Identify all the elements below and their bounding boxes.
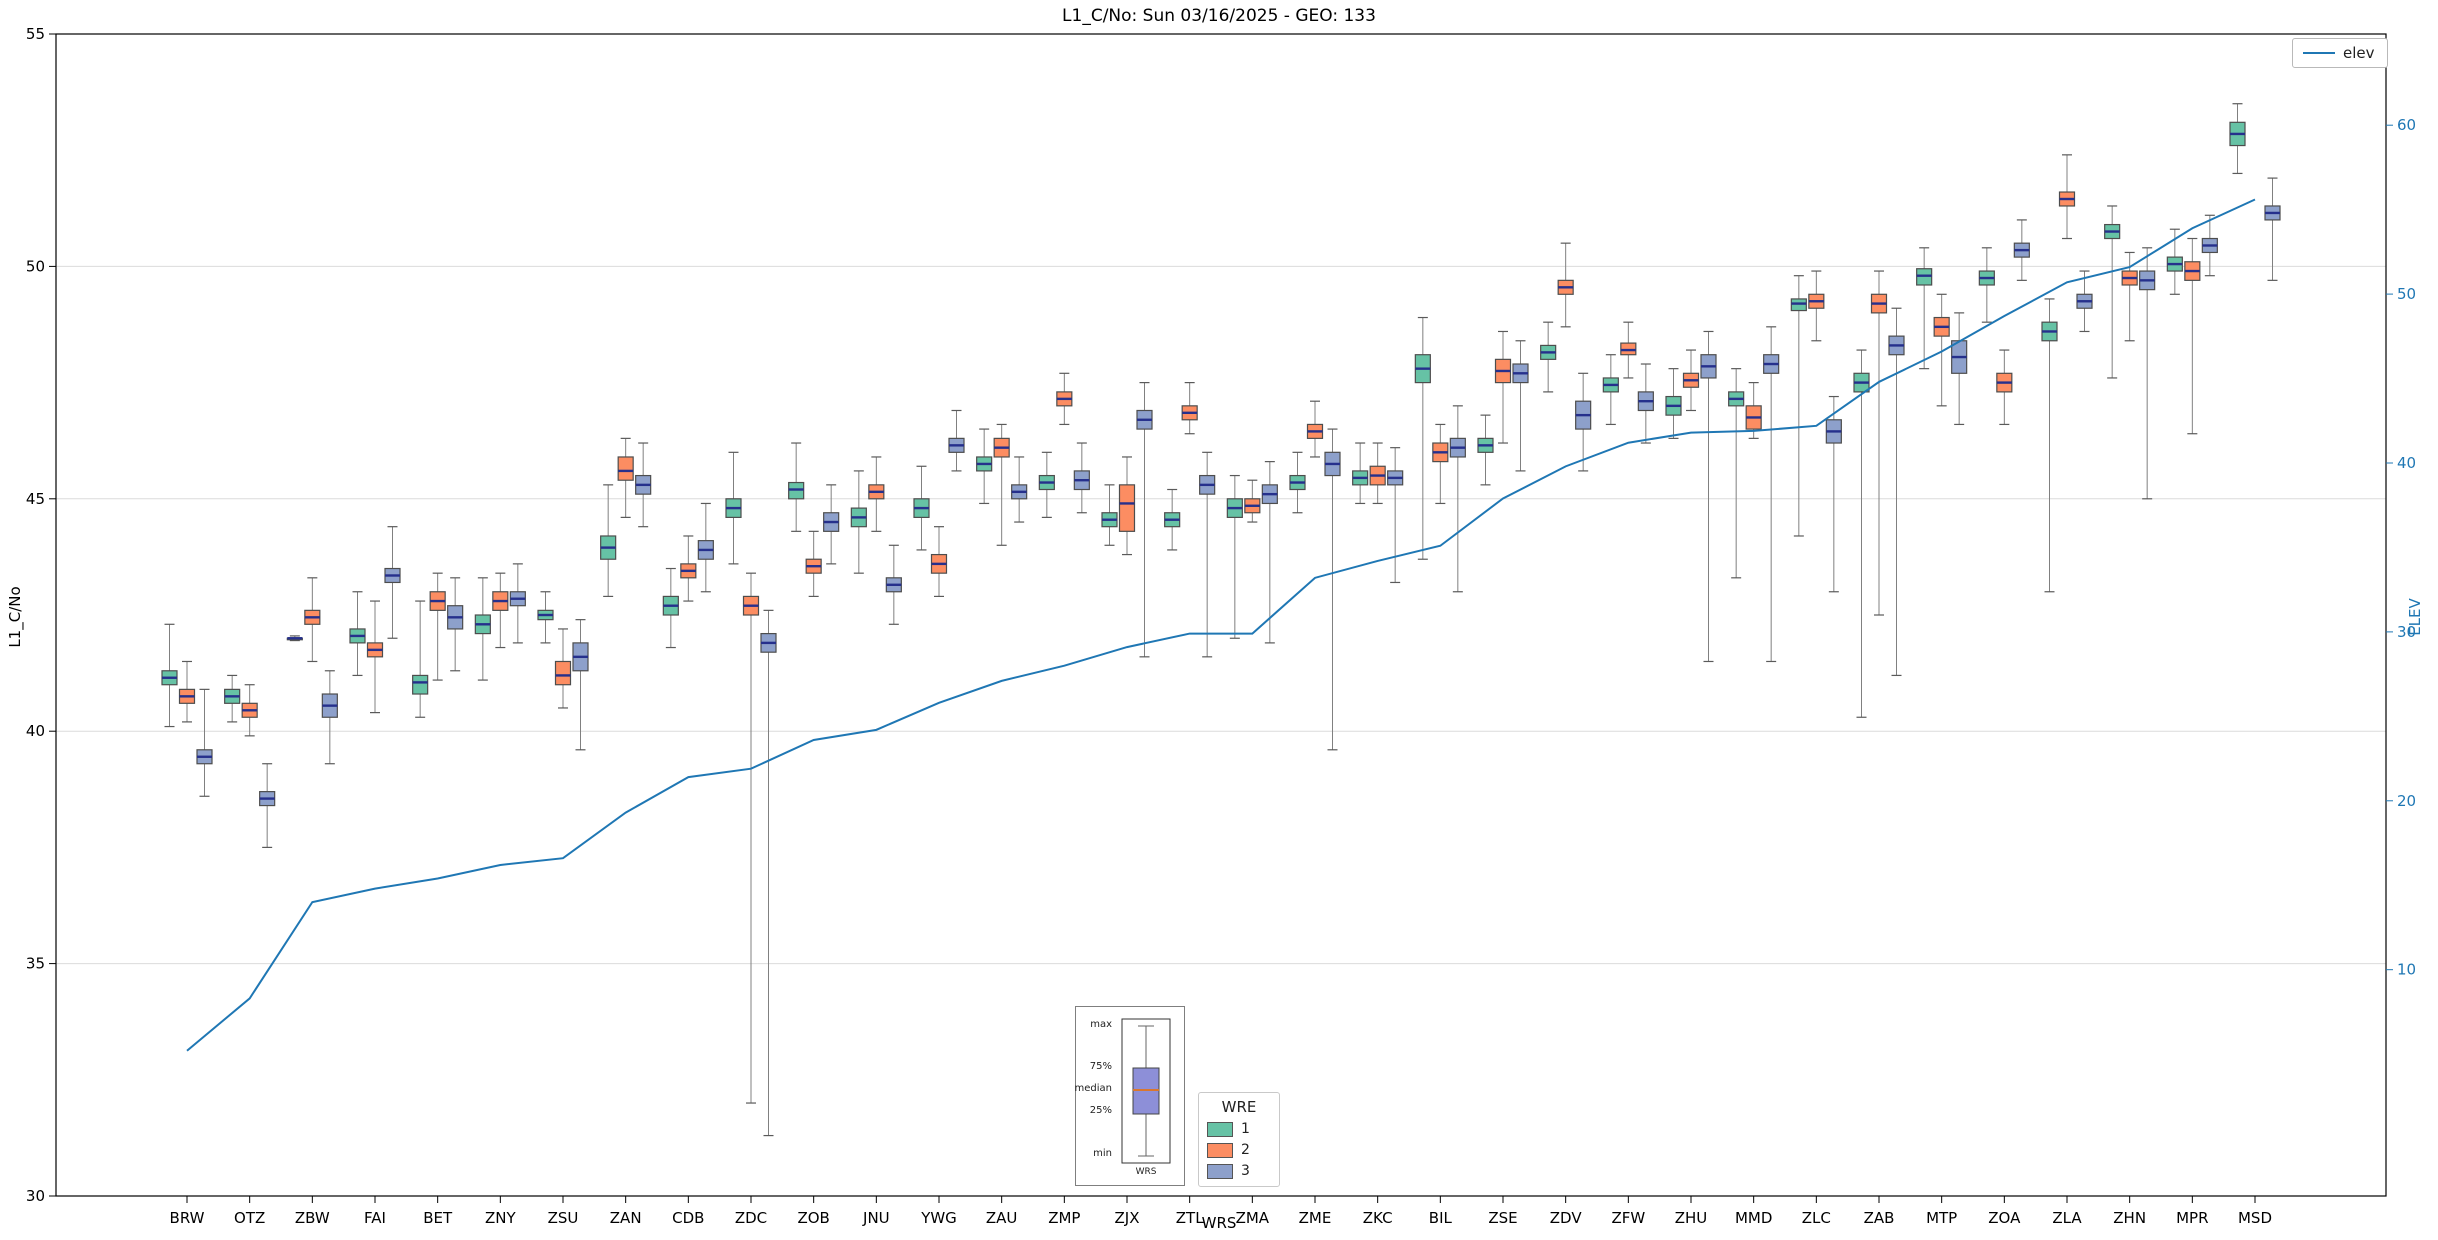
- inset-axis-label: WRS: [1135, 1167, 1157, 1177]
- svg-text:45: 45: [26, 490, 45, 508]
- svg-text:OTZ: OTZ: [234, 1209, 265, 1227]
- left-axis-label: L1_C/No: [6, 586, 24, 648]
- elev-legend-label: elev: [2343, 44, 2375, 62]
- svg-text:ZJX: ZJX: [1115, 1209, 1140, 1227]
- svg-text:ZTL: ZTL: [1176, 1209, 1204, 1227]
- svg-text:FAI: FAI: [364, 1209, 386, 1227]
- boxplot-series-3: [196, 177, 2281, 1137]
- chart-title: L1_C/No: Sun 03/16/2025 - GEO: 133: [1062, 6, 1376, 26]
- svg-text:ZLC: ZLC: [1802, 1209, 1831, 1227]
- inset-label-min: min: [1093, 1148, 1112, 1159]
- svg-text:YWG: YWG: [920, 1209, 957, 1227]
- inset-label-median: median: [1074, 1083, 1113, 1094]
- svg-text:ZSU: ZSU: [548, 1209, 579, 1227]
- inset-mini-boxplot: [1121, 1018, 1171, 1164]
- wre-legend-row-1: 1: [1207, 1121, 1271, 1137]
- right-axis-ticks: 10 20 30 40 50 60: [2386, 116, 2416, 979]
- svg-text:ZAB: ZAB: [1864, 1209, 1895, 1227]
- elev-line: [186, 198, 2256, 1052]
- svg-text:ZOB: ZOB: [797, 1209, 829, 1227]
- inset-label-q3: 75%: [1089, 1061, 1112, 1072]
- wre-3-swatch-icon: [1207, 1163, 1233, 1179]
- svg-text:ZME: ZME: [1299, 1209, 1332, 1227]
- svg-text:MPR: MPR: [2176, 1209, 2208, 1227]
- boxplot-series-1: [161, 103, 2246, 728]
- svg-text:ZHU: ZHU: [1675, 1209, 1708, 1227]
- x-axis-label: WRS: [1201, 1214, 1237, 1232]
- wre-2-label: 2: [1241, 1142, 1250, 1158]
- boxplot-explainer-inset: max 75% median 25% min WRS: [1075, 1006, 1185, 1186]
- elev-legend: elev: [2292, 38, 2388, 68]
- inset-label-q1: 25%: [1089, 1105, 1112, 1116]
- svg-text:ZKC: ZKC: [1363, 1209, 1393, 1227]
- svg-text:ZDV: ZDV: [1550, 1209, 1583, 1227]
- svg-text:JNU: JNU: [862, 1209, 890, 1227]
- svg-text:CDB: CDB: [672, 1209, 704, 1227]
- svg-text:10: 10: [2397, 961, 2416, 979]
- svg-text:50: 50: [2397, 285, 2416, 303]
- svg-text:BIL: BIL: [1429, 1209, 1453, 1227]
- inset-label-max: max: [1090, 1019, 1112, 1030]
- svg-text:ZDC: ZDC: [735, 1209, 767, 1227]
- wre-legend-row-2: 2: [1207, 1142, 1271, 1158]
- axes-frame: [55, 33, 2387, 1197]
- svg-text:MSD: MSD: [2238, 1209, 2272, 1227]
- svg-text:MMD: MMD: [1735, 1209, 1772, 1227]
- svg-text:BRW: BRW: [170, 1209, 205, 1227]
- gridlines: [56, 265, 2386, 965]
- wre-legend: WRE 1 2 3: [1198, 1092, 1280, 1187]
- svg-text:30: 30: [2397, 623, 2416, 641]
- svg-text:55: 55: [26, 25, 45, 43]
- svg-text:ZMP: ZMP: [1048, 1209, 1080, 1227]
- svg-text:30: 30: [26, 1187, 45, 1205]
- svg-text:ZAN: ZAN: [610, 1209, 642, 1227]
- svg-text:ZBW: ZBW: [295, 1209, 330, 1227]
- svg-text:ZAU: ZAU: [986, 1209, 1018, 1227]
- wre-3-label: 3: [1241, 1163, 1250, 1179]
- svg-text:ZOA: ZOA: [1988, 1209, 2021, 1227]
- wre-2-swatch-icon: [1207, 1142, 1233, 1158]
- right-axis-label: ELEV: [2406, 598, 2424, 636]
- wre-1-label: 1: [1241, 1121, 1250, 1137]
- svg-text:ZSE: ZSE: [1488, 1209, 1517, 1227]
- svg-text:60: 60: [2397, 116, 2416, 134]
- svg-text:ZHN: ZHN: [2113, 1209, 2146, 1227]
- svg-text:ZNY: ZNY: [485, 1209, 516, 1227]
- wre-1-swatch-icon: [1207, 1121, 1233, 1137]
- boxplot-series-2: [178, 154, 2201, 1104]
- boxplots: [161, 103, 2281, 1137]
- svg-text:MTP: MTP: [1926, 1209, 1957, 1227]
- svg-text:35: 35: [26, 955, 45, 973]
- svg-text:ZFW: ZFW: [1611, 1209, 1645, 1227]
- svg-text:ZMA: ZMA: [1236, 1209, 1270, 1227]
- wre-legend-row-3: 3: [1207, 1163, 1271, 1179]
- wre-legend-title: WRE: [1221, 1098, 1257, 1116]
- x-axis-ticks: BRW OTZ ZBW FAI BET ZNY ZSU ZAN CDB ZDC ZOB JNU YWG Z…: [170, 1196, 2272, 1227]
- svg-text:40: 40: [26, 722, 45, 740]
- svg-text:20: 20: [2397, 792, 2416, 810]
- svg-text:BET: BET: [423, 1209, 453, 1227]
- svg-text:50: 50: [26, 257, 45, 275]
- elev-line-swatch-icon: [2303, 52, 2335, 54]
- svg-text:40: 40: [2397, 454, 2416, 472]
- svg-text:ZLA: ZLA: [2052, 1209, 2082, 1227]
- left-axis-ticks: 30 35 40 45 50 55: [26, 25, 56, 1205]
